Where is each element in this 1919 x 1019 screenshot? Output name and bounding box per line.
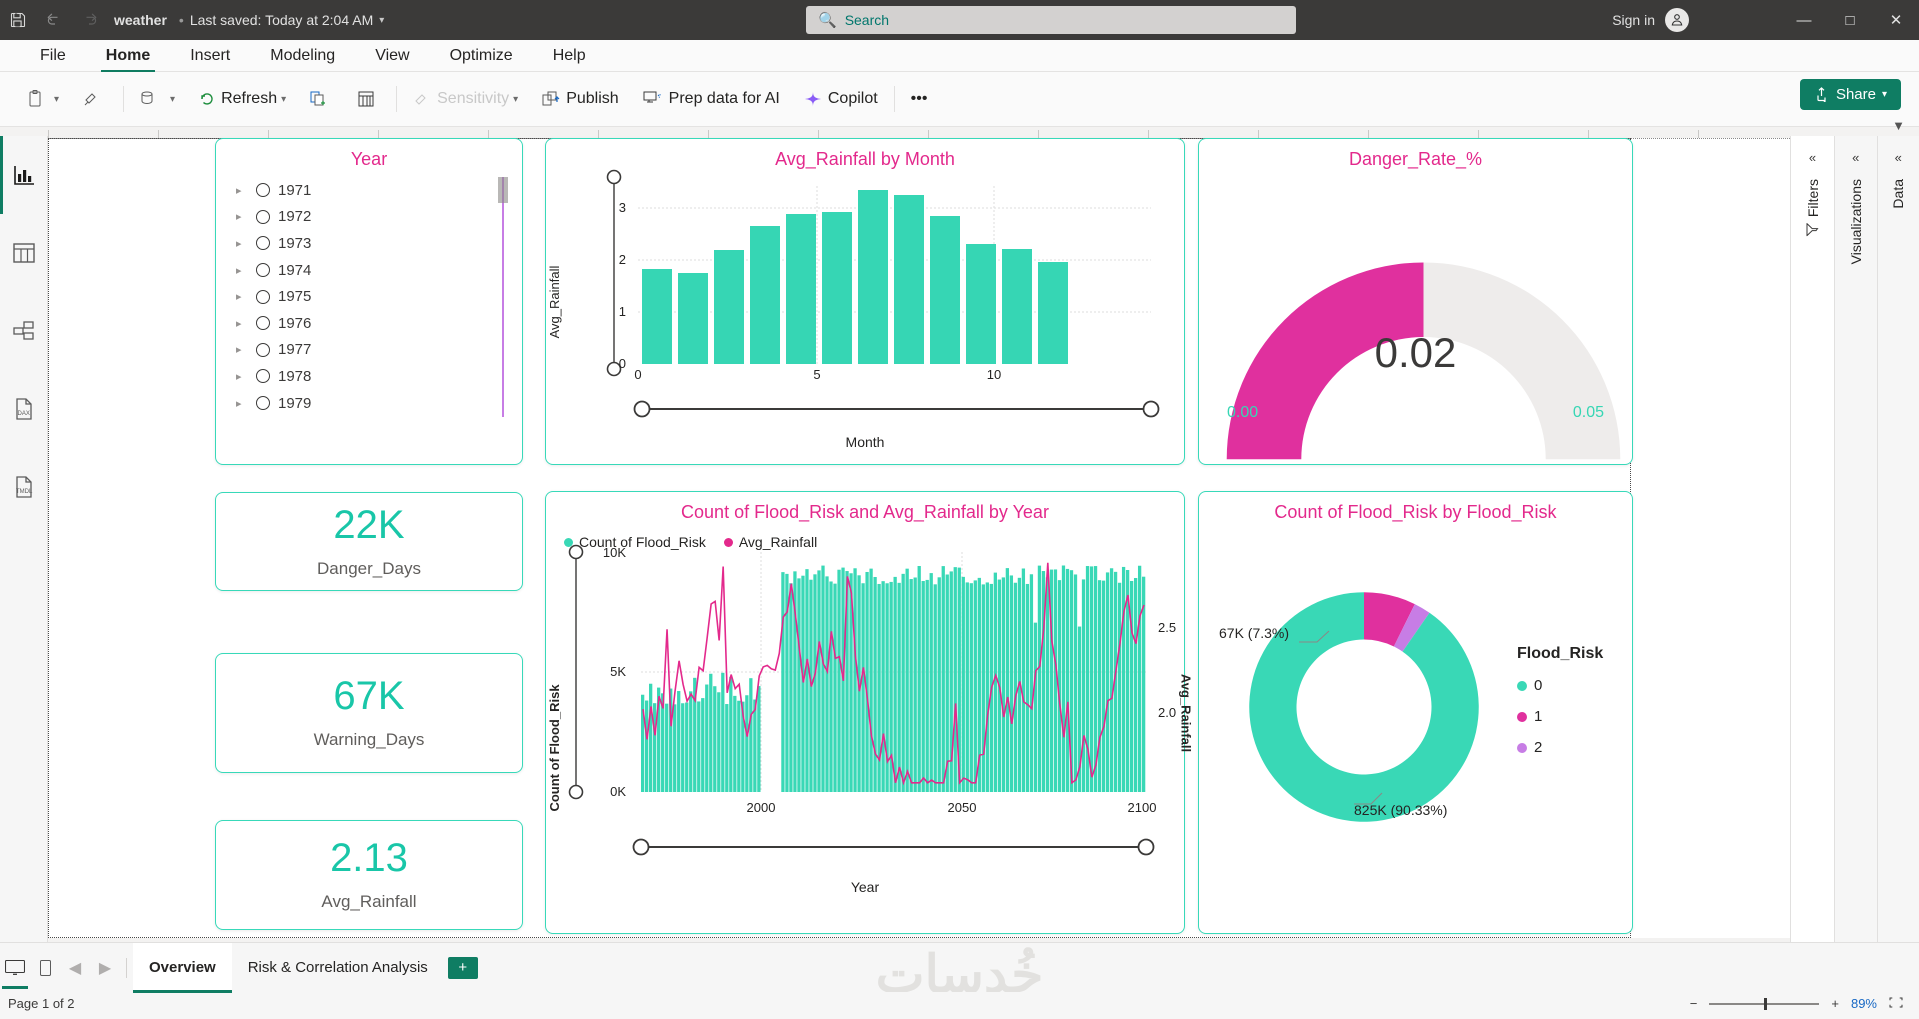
svg-text:0: 0 <box>619 356 626 371</box>
svg-text:0: 0 <box>634 367 641 382</box>
svg-text:DAX: DAX <box>17 411 29 417</box>
svg-text:2.5: 2.5 <box>1158 620 1176 635</box>
svg-text:3: 3 <box>619 200 626 215</box>
svg-text:TMDL: TMDL <box>16 489 33 495</box>
svg-text:2100: 2100 <box>1128 800 1157 815</box>
svg-text:0K: 0K <box>610 784 626 799</box>
svg-text:5: 5 <box>813 367 820 382</box>
svg-text:2050: 2050 <box>948 800 977 815</box>
svg-text:10: 10 <box>987 367 1001 382</box>
svg-text:2000: 2000 <box>747 800 776 815</box>
svg-text:10K: 10K <box>603 545 626 560</box>
svg-text:5K: 5K <box>610 664 626 679</box>
svg-text:2: 2 <box>619 252 626 267</box>
svg-text:1: 1 <box>619 304 626 319</box>
svg-text:2.0: 2.0 <box>1158 705 1176 720</box>
